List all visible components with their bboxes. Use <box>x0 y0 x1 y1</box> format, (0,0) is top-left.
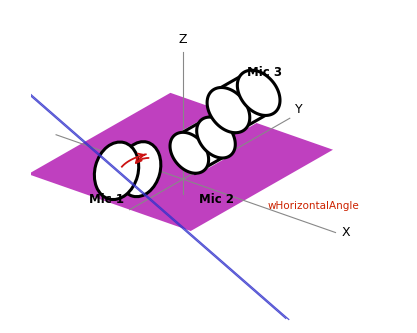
Polygon shape <box>237 70 280 116</box>
Ellipse shape <box>119 142 161 197</box>
Polygon shape <box>197 117 235 158</box>
Ellipse shape <box>94 142 139 199</box>
Text: Y: Y <box>295 103 302 116</box>
Polygon shape <box>28 93 333 231</box>
Polygon shape <box>207 88 250 133</box>
Polygon shape <box>170 132 208 173</box>
Text: X: X <box>342 226 350 239</box>
Text: Mic 1: Mic 1 <box>89 193 124 206</box>
Polygon shape <box>207 70 280 133</box>
Text: Mic 2: Mic 2 <box>199 193 234 206</box>
Polygon shape <box>170 117 235 173</box>
Text: Mic 3: Mic 3 <box>246 66 281 79</box>
Text: wHorizontalAngle: wHorizontalAngle <box>267 200 359 210</box>
Text: Z: Z <box>179 33 187 46</box>
